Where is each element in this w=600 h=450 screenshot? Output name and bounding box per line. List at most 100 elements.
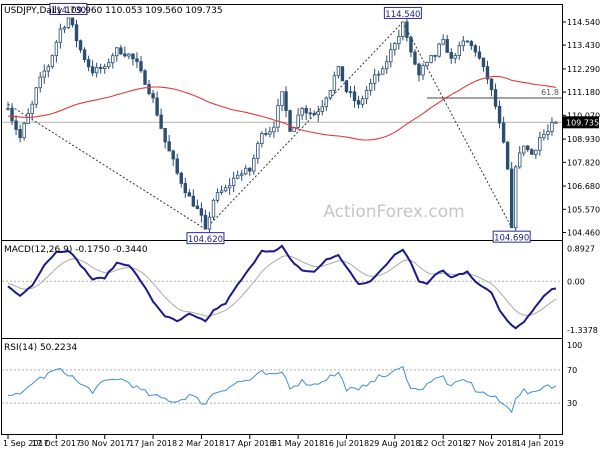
candle-body xyxy=(227,184,232,189)
price-tick-label: 110.070 xyxy=(567,111,600,120)
candle-body xyxy=(115,47,119,57)
candle-body xyxy=(304,108,308,114)
candle-body xyxy=(401,21,405,37)
candle-body xyxy=(14,120,18,130)
candle-body xyxy=(413,51,417,65)
candle-body xyxy=(320,106,324,113)
candle-body xyxy=(453,55,457,59)
candle-body xyxy=(38,76,42,89)
date-tick-label: 17 Apr 2018 xyxy=(225,439,274,448)
candle-body xyxy=(485,66,490,80)
candles xyxy=(6,15,558,236)
candle-body xyxy=(441,39,445,45)
candle-body xyxy=(538,137,542,151)
candle-body xyxy=(260,133,264,144)
candle-body xyxy=(457,45,461,56)
candle-body xyxy=(187,192,192,197)
candle-body xyxy=(82,49,87,61)
candle-body xyxy=(42,70,46,78)
candle-body xyxy=(348,91,353,94)
candle-body xyxy=(360,98,365,105)
candle-body xyxy=(425,62,429,67)
candle-body xyxy=(159,114,163,129)
candle-body xyxy=(256,143,260,159)
candle-body xyxy=(336,66,341,77)
candle-body xyxy=(409,37,413,53)
macd-tick-label: 0.00 xyxy=(567,277,585,286)
candle-body xyxy=(522,145,526,154)
candle-body xyxy=(381,68,385,75)
candle-body xyxy=(231,177,236,186)
candle-body xyxy=(393,43,397,51)
candle-body xyxy=(211,199,216,218)
candle-body xyxy=(477,51,482,59)
candle-body xyxy=(352,91,357,102)
swing-label: 104.690 xyxy=(494,234,529,244)
date-tick-label: 29 Aug 2018 xyxy=(369,439,420,448)
candle-body xyxy=(244,167,248,175)
candle-body xyxy=(30,103,34,114)
candle-body xyxy=(50,55,55,68)
price-tick-label: 104.460 xyxy=(567,228,600,237)
candle-body xyxy=(183,183,187,194)
candle-body xyxy=(509,168,514,229)
candle-body xyxy=(272,126,276,133)
candle-body xyxy=(248,167,252,172)
rsi-pane: 100 70 30 xyxy=(2,341,582,414)
symbol-header: USDJPY,Daily 109.960 110.053 109.560 109… xyxy=(4,6,223,16)
candle-body xyxy=(252,157,256,172)
candle-body xyxy=(98,66,103,69)
swing-label-box xyxy=(492,230,531,243)
candle-body xyxy=(123,53,127,57)
date-tick-label: 2 Mar 2018 xyxy=(179,439,225,448)
candle-body xyxy=(296,114,300,128)
candle-body xyxy=(397,36,401,45)
trendline xyxy=(7,103,206,230)
swing-label: 104.620 xyxy=(188,235,223,245)
candle-body xyxy=(497,105,502,124)
candle-body xyxy=(389,49,393,63)
candle-body xyxy=(308,112,312,115)
candle-body xyxy=(78,40,83,51)
candle-body xyxy=(372,74,377,84)
candle-body xyxy=(107,62,111,68)
candle-body xyxy=(179,172,183,184)
candle-body xyxy=(288,110,292,132)
candle-body xyxy=(328,90,333,99)
candle-body xyxy=(223,187,228,192)
fib-label: 61.8 xyxy=(541,88,559,97)
trendlines xyxy=(7,21,513,230)
candle-body xyxy=(312,112,316,116)
candle-body xyxy=(171,150,175,160)
date-tick-label: 30 Nov 2017 xyxy=(79,439,130,448)
price-tick-label: 113.430 xyxy=(567,41,600,50)
candle-body xyxy=(501,122,506,143)
candle-body xyxy=(385,61,389,70)
candle-body xyxy=(6,108,10,110)
candle-body xyxy=(405,21,409,38)
candle-body xyxy=(356,100,361,105)
candle-body xyxy=(550,122,554,132)
macd-tick-label: -1.3378 xyxy=(567,326,598,335)
candle-body xyxy=(505,141,510,170)
rsi-tick-label: 30 xyxy=(567,399,577,408)
candle-body xyxy=(18,129,22,139)
candle-body xyxy=(465,40,470,43)
date-tick-label: 14 Jan 2019 xyxy=(516,439,564,448)
candle-body xyxy=(340,66,345,82)
swing-label-box xyxy=(186,232,225,245)
candle-body xyxy=(207,216,212,230)
price-tick-label: 105.570 xyxy=(567,205,600,214)
candle-body xyxy=(268,131,272,135)
candle-body xyxy=(203,214,208,230)
price-tick-label: 114.540 xyxy=(567,18,600,27)
date-tick-label: 31 May 2018 xyxy=(272,439,324,448)
candle-body xyxy=(127,53,131,57)
candle-body xyxy=(235,174,240,179)
candle-body xyxy=(147,84,151,94)
candle-body xyxy=(554,121,558,124)
candle-body xyxy=(26,113,30,124)
candle-body xyxy=(284,91,288,111)
rsi-pane-frame xyxy=(1,338,563,435)
price-tick-label: 107.820 xyxy=(567,158,600,167)
